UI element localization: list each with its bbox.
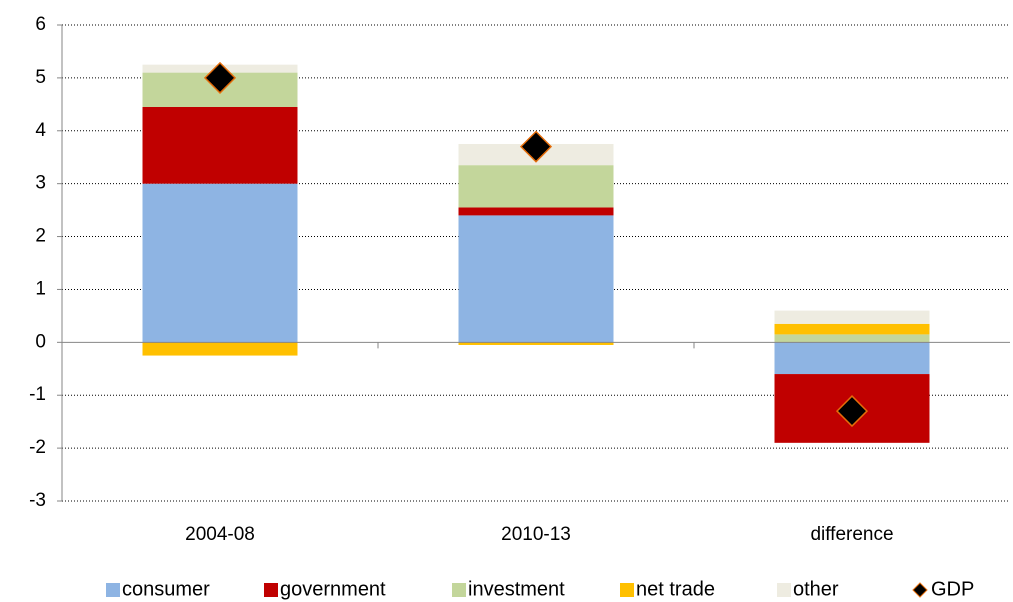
legend-label: net trade <box>636 578 715 600</box>
legend-label: investment <box>468 578 565 600</box>
bar-segment <box>458 207 614 216</box>
bar-segment <box>142 183 298 343</box>
y-tick-label: 5 <box>35 67 46 88</box>
x-tick-label: 2004-08 <box>185 524 255 545</box>
y-tick-label: -1 <box>29 384 46 405</box>
y-tick-label: 4 <box>35 120 46 141</box>
y-tick-label: 3 <box>35 173 46 194</box>
y-tick-label: 1 <box>35 278 46 299</box>
gdp-marker <box>835 395 869 428</box>
bar-segment <box>774 310 930 324</box>
legend-swatch <box>777 583 791 597</box>
y-tick-label: -3 <box>29 490 46 511</box>
legend-swatch <box>452 583 466 597</box>
bar-segment <box>774 334 930 343</box>
x-tick-label: difference <box>810 524 893 545</box>
bar-segment <box>458 215 614 343</box>
x-tick-label: 2010-13 <box>501 524 571 545</box>
gdp-marker <box>519 130 553 163</box>
y-tick-label: 2 <box>35 226 46 247</box>
legend-swatch <box>264 583 278 597</box>
bar-segment <box>458 342 614 345</box>
y-tick-label: 6 <box>35 14 46 35</box>
legend-label: GDP <box>931 578 974 600</box>
bar-segment <box>774 342 930 375</box>
y-tick-label: 0 <box>35 331 46 352</box>
legend-marker <box>912 582 928 598</box>
bar-segment <box>142 342 298 356</box>
gdp-marker <box>203 61 237 94</box>
bar-segment <box>142 106 298 184</box>
legend-label: government <box>280 578 386 600</box>
y-tick-label: -2 <box>29 437 46 458</box>
legend-label: consumer <box>122 578 210 600</box>
legend-swatch <box>106 583 120 597</box>
legend-label: other <box>793 578 839 600</box>
legend-swatch <box>620 583 634 597</box>
bar-segment <box>458 165 614 208</box>
bar-segment <box>774 323 930 335</box>
